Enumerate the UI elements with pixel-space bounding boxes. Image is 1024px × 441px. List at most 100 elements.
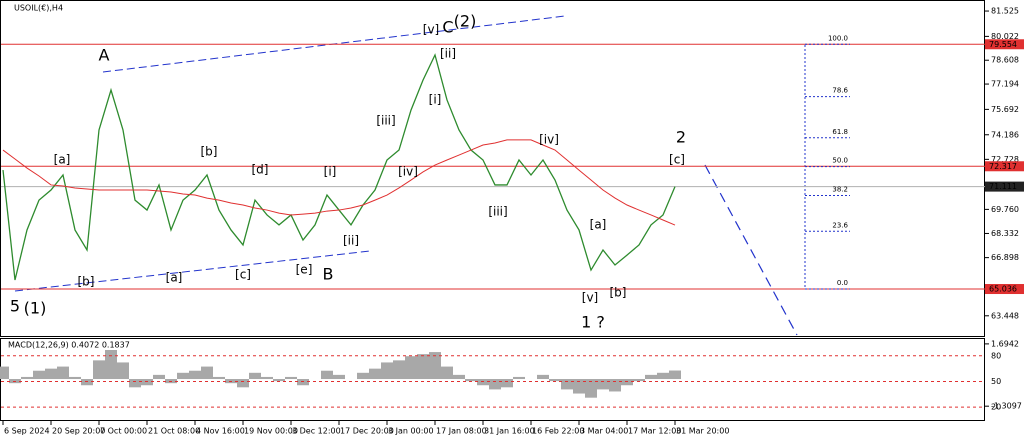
macd-bar xyxy=(573,379,585,394)
y-tick-label: 74.186 xyxy=(991,130,1019,139)
macd-bar xyxy=(105,349,117,380)
wave-label: [i] xyxy=(429,93,442,107)
x-tick-label: 17 Jan 08:00 xyxy=(436,427,487,436)
wave-label: [i] xyxy=(324,165,337,179)
wave-label: [ii] xyxy=(440,47,456,61)
wave-label: [ii] xyxy=(343,234,359,248)
macd-level-label: 20 xyxy=(991,403,1001,412)
macd-bar xyxy=(261,376,273,380)
macd-bar xyxy=(489,379,501,390)
macd-tick-label: -1.3097 xyxy=(991,402,1022,411)
wave-label: [c] xyxy=(669,153,685,167)
lower-trendline xyxy=(14,250,371,292)
x-tick-label: 20 Sep 20:00 xyxy=(52,427,105,436)
macd-bar xyxy=(357,372,369,380)
macd-bar xyxy=(453,374,465,380)
fib-label: 100.0 xyxy=(828,34,848,42)
x-tick-label: 17 Dec 20:00 xyxy=(340,427,394,436)
macd-bar xyxy=(141,379,153,386)
macd-bar xyxy=(333,374,345,380)
macd-bar xyxy=(45,368,57,380)
price-line-series xyxy=(2,53,676,281)
price-box xyxy=(985,161,1024,172)
macd-bar xyxy=(273,379,285,382)
macd-bar xyxy=(537,374,549,380)
macd-bar xyxy=(513,376,525,380)
macd-bar xyxy=(597,379,609,390)
macd-title: MACD(12,26,9) 0.4072 0.1837 xyxy=(8,341,130,350)
moving-average xyxy=(2,139,676,226)
macd-bar xyxy=(501,379,513,388)
price-box-label: 65.036 xyxy=(989,285,1017,294)
wave-label: [e] xyxy=(296,263,313,277)
x-tick-label: 16 Feb 22:00 xyxy=(532,427,584,436)
wave-label: [d] xyxy=(252,163,269,177)
projection-line xyxy=(704,164,798,336)
macd-bar xyxy=(21,376,33,380)
wave-label: [b] xyxy=(201,145,218,159)
price-box xyxy=(985,39,1024,50)
wave-label: B xyxy=(323,265,334,284)
macd-bar xyxy=(441,366,453,380)
y-tick-label: 75.692 xyxy=(991,105,1019,114)
macd-bar xyxy=(117,362,129,380)
macd-bar xyxy=(429,352,441,380)
macd-bar xyxy=(657,372,669,380)
x-tick-label: 4 Nov 16:00 xyxy=(196,427,245,436)
fib-label: 61.8 xyxy=(832,128,848,136)
x-tick-label: 3 Jan 00:00 xyxy=(388,427,434,436)
x-tick-label: 19 Nov 00:00 xyxy=(244,427,298,436)
fib-label: 78.6 xyxy=(832,87,848,95)
macd-bar xyxy=(153,374,165,380)
macd-bar xyxy=(645,374,657,380)
wave-label: 2 xyxy=(676,128,686,147)
chart-title: USOIL(€),H4 xyxy=(14,4,63,13)
y-tick-label: 81.525 xyxy=(991,7,1019,16)
fib-label: 50.0 xyxy=(832,157,848,165)
macd-frame xyxy=(0,338,985,421)
macd-bar xyxy=(33,370,45,380)
macd-bar xyxy=(369,368,381,380)
macd-bar xyxy=(381,362,393,380)
macd-bar xyxy=(561,379,573,390)
fib-label: 38.2 xyxy=(832,186,848,194)
y-tick-label: 77.194 xyxy=(991,80,1019,89)
macd-bar xyxy=(585,379,597,398)
macd-bar xyxy=(69,376,81,380)
macd-bar xyxy=(213,376,225,380)
wave-label: [b] xyxy=(78,275,95,289)
wave-label: [a] xyxy=(166,271,183,285)
macd-bar xyxy=(549,379,561,382)
wave-label: 1 ? xyxy=(581,313,605,332)
macd-bar xyxy=(81,379,93,386)
macd-bar xyxy=(201,366,213,380)
macd-bar xyxy=(237,379,249,388)
macd-bar xyxy=(609,379,621,392)
y-tick-label: 80.022 xyxy=(991,32,1019,41)
macd-bar xyxy=(93,360,105,380)
macd-bar xyxy=(621,379,633,386)
wave-label: [iv] xyxy=(539,133,559,147)
wave-label: [iv] xyxy=(398,165,418,179)
macd-bar xyxy=(477,379,489,386)
macd-level-label: 80 xyxy=(991,351,1001,360)
wave-label: C xyxy=(442,18,453,37)
wave-label: [a] xyxy=(54,153,71,167)
macd-bar xyxy=(321,370,333,380)
price-box xyxy=(985,284,1024,295)
macd-bar xyxy=(0,366,9,380)
wave-label: [v] xyxy=(423,23,439,37)
wave-label: [iii] xyxy=(488,205,507,219)
y-tick-label: 66.898 xyxy=(991,253,1019,262)
x-tick-label: 3 Dec 12:00 xyxy=(292,427,341,436)
macd-bar xyxy=(285,376,297,380)
x-tick-label: 17 Mar 12:00 xyxy=(628,427,681,436)
macd-bar xyxy=(249,372,261,380)
y-tick-label: 78.608 xyxy=(991,56,1019,65)
macd-bar xyxy=(57,366,69,380)
macd-level-label: 50 xyxy=(991,377,1001,386)
x-tick-label: 31 Jan 16:00 xyxy=(484,427,535,436)
wave-label: 5 xyxy=(10,297,20,316)
macd-bar xyxy=(297,379,309,386)
